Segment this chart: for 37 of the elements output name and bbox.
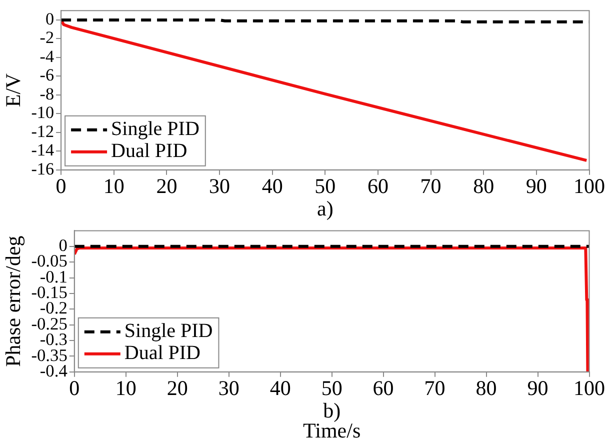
x-tick-label: 40	[270, 376, 291, 400]
x-tick-label: 10	[115, 376, 136, 400]
x-tick-label: 50	[321, 376, 342, 400]
y-tick-label: -6	[40, 66, 54, 85]
x-tick-label: 90	[527, 376, 548, 400]
x-tick-label: 100	[574, 376, 605, 400]
legend-label: Single PID	[111, 118, 200, 140]
x-tick-label: 60	[372, 376, 394, 400]
y-tick-label: -8	[40, 84, 54, 104]
legend-label: Dual PID	[124, 342, 200, 364]
legend-label: Single PID	[124, 320, 213, 342]
y-tick-label: -14	[31, 140, 54, 160]
x-tick-label: 70	[420, 174, 442, 198]
x-tick-label: 80	[473, 174, 494, 198]
x-tick-label: 10	[103, 174, 124, 198]
x-tick-label: 30	[218, 376, 240, 400]
text: b)	[323, 398, 341, 423]
x-tick-label: 90	[526, 174, 547, 198]
y-tick-label: -2	[40, 28, 54, 48]
x-tick-label: 60	[367, 174, 388, 198]
y-tick-label: 0	[45, 9, 54, 28]
x-tick-label: 100	[574, 174, 605, 198]
x-tick-label: 20	[166, 376, 188, 400]
legend-label: Dual PID	[111, 140, 188, 162]
y-tick-label: -10	[31, 103, 54, 122]
y-axis-title: E/V	[1, 73, 26, 108]
text: a)	[316, 196, 334, 221]
x-tick-label: 50	[314, 174, 336, 198]
y-tick-label: -16	[31, 159, 54, 178]
x-tick-label: 80	[476, 376, 497, 400]
x-tick-label: 70	[424, 376, 446, 400]
x-tick-label: 30	[209, 174, 230, 198]
x-tick-label: 40	[262, 174, 283, 198]
y-tick-label: -12	[31, 122, 54, 141]
y-tick-label: -4	[40, 46, 54, 66]
x-tick-label: 20	[156, 174, 178, 198]
y-axis-title: Phase error/deg	[1, 235, 26, 367]
